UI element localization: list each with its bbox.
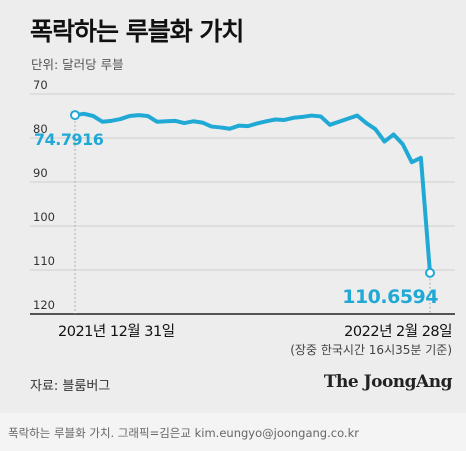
- end-point: [425, 267, 435, 278]
- start-value-label: 74.7916: [34, 130, 104, 149]
- start-point: [70, 110, 80, 121]
- joongang-logo: The JoongAng: [323, 372, 453, 392]
- x-start-label: 2021년 12월 31일: [58, 323, 175, 340]
- y-tick-label: 70: [33, 78, 48, 92]
- series-line: [73, 111, 432, 275]
- y-tick-label: 100: [33, 210, 55, 224]
- x-end-note: (장중 한국시간 16시35분 기준): [290, 343, 452, 357]
- y-tick-label: 90: [33, 166, 48, 180]
- y-tick-label: 80: [33, 122, 48, 136]
- unit-label: 단위: 달러당 루블: [31, 57, 124, 72]
- x-end-label: 2022년 2월 28일: [344, 323, 452, 340]
- source-label: 자료: 블룸버그: [30, 379, 111, 394]
- end-value-label: 110.6594: [342, 286, 438, 308]
- y-tick-label: 110: [33, 254, 55, 268]
- line-chart: 70 80 90 100 110 120 74.7916 110.6594 2021년 12월 …: [30, 78, 455, 357]
- chart-card: [0, 0, 466, 413]
- chart-title: 폭락하는 루블화 가치: [30, 17, 244, 46]
- y-tick-label: 120: [33, 298, 55, 312]
- image-caption: 폭락하는 루블화 가치. 그래픽=김은교 kim.eungyo@joongang…: [8, 426, 359, 440]
